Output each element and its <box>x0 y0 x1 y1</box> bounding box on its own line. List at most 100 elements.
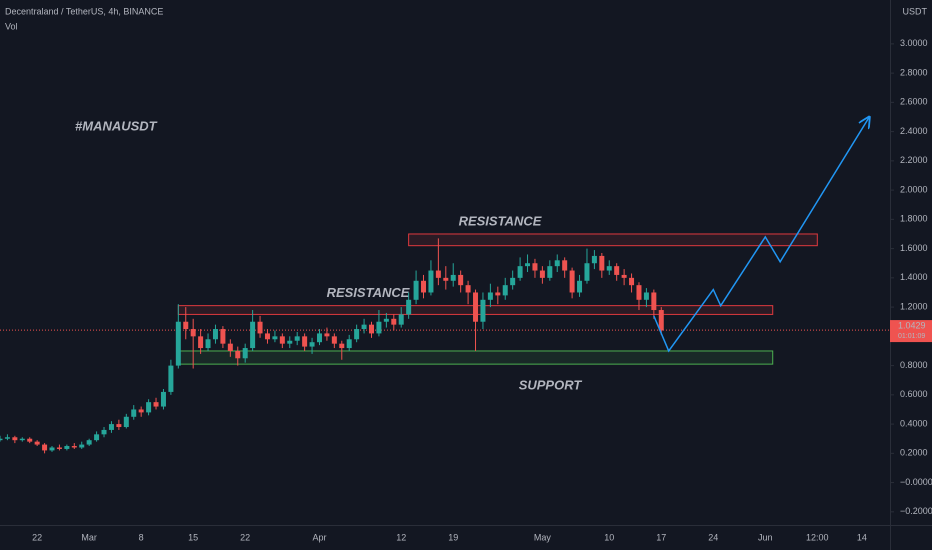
y-tick-label: −0.2000 <box>900 506 932 516</box>
x-tick-label: 17 <box>656 532 666 542</box>
x-tick-label: 8 <box>139 532 144 542</box>
candle-body <box>19 438 25 441</box>
candle-body <box>220 329 226 344</box>
zone <box>408 233 818 247</box>
candle-body <box>131 409 137 417</box>
candle-body <box>517 266 523 278</box>
candle-body <box>64 446 70 449</box>
y-tick-label: 0.2000 <box>900 448 928 458</box>
x-tick-label: Apr <box>312 532 326 542</box>
candle-body <box>398 314 404 325</box>
y-tick-label: 1.2000 <box>900 301 928 311</box>
candle-body <box>487 292 493 300</box>
candle-body <box>383 318 389 322</box>
candle-body <box>108 424 114 430</box>
candle-body <box>168 365 174 392</box>
x-tick-label: 10 <box>604 532 614 542</box>
candle-body <box>636 285 642 300</box>
y-tick-label: 2.4000 <box>900 126 928 136</box>
candle-body <box>621 274 627 278</box>
candle-body <box>421 280 427 293</box>
candle-body <box>502 285 508 296</box>
volume-label: Vol <box>5 21 18 31</box>
candle-body <box>79 444 85 448</box>
x-tick-label: 12:00 <box>806 532 829 542</box>
zone-label: RESISTANCE <box>327 285 410 300</box>
candle-body <box>465 285 471 293</box>
candle-body <box>27 438 33 442</box>
candle-body <box>205 339 211 349</box>
candle-body <box>606 266 612 271</box>
y-tick-label: 0.4000 <box>900 418 928 428</box>
candle-body <box>339 343 345 349</box>
y-tick-label: 2.2000 <box>900 155 928 165</box>
candle-body <box>235 350 241 359</box>
candle-body <box>562 260 568 271</box>
currency-label: USDT <box>903 6 928 16</box>
candle-body <box>309 342 315 347</box>
candle-body <box>71 446 77 448</box>
candle-body <box>532 263 538 271</box>
y-tick-label: 1.8000 <box>900 214 928 224</box>
candle-body <box>12 437 18 441</box>
chart-title: Decentraland / TetherUS, 4h, BINANCE <box>5 6 163 16</box>
candle-body <box>510 277 516 286</box>
y-tick-label: 0.8000 <box>900 360 928 370</box>
candle-body <box>287 340 293 344</box>
y-tick-label: 3.0000 <box>900 38 928 48</box>
candle-body <box>591 255 597 264</box>
candle-body <box>413 280 419 300</box>
y-tick-label: 0.6000 <box>900 389 928 399</box>
x-tick-label: May <box>534 532 552 542</box>
candle-body <box>183 321 189 330</box>
candle-body <box>473 292 479 322</box>
last-price-box <box>890 320 932 343</box>
candle-body <box>376 321 382 334</box>
x-tick-label: Mar <box>81 532 97 542</box>
candle-body <box>614 266 620 275</box>
candle-body <box>42 444 48 451</box>
x-tick-label: 14 <box>857 532 867 542</box>
candle-body <box>584 263 590 281</box>
countdown-label: 01:01:09 <box>898 333 925 340</box>
x-tick-label: 24 <box>708 532 718 542</box>
x-tick-label: 19 <box>448 532 458 542</box>
symbol-annotation: #MANAUSDT <box>75 118 158 133</box>
candle-body <box>539 270 545 278</box>
candle-body <box>316 333 322 343</box>
candle-body <box>577 280 583 293</box>
y-tick-label: −0.0000 <box>900 477 932 487</box>
candle-body <box>294 336 300 341</box>
candle-body <box>138 409 144 413</box>
candle-body <box>324 333 330 337</box>
candle-body <box>279 336 285 344</box>
candle-body <box>153 402 159 407</box>
candle-body <box>257 321 263 334</box>
zone-label: RESISTANCE <box>459 213 542 228</box>
candle-body <box>227 343 233 351</box>
candle-body <box>160 391 166 407</box>
candle-body <box>443 277 449 281</box>
x-tick-label: 12 <box>396 532 406 542</box>
zone-label: SUPPORT <box>519 378 583 393</box>
candle-body <box>212 329 218 340</box>
candle-body <box>190 329 196 337</box>
candle-body <box>346 339 352 349</box>
candle-body <box>435 270 441 278</box>
candle-body <box>658 310 664 331</box>
candle-body <box>101 429 107 435</box>
candle-body <box>264 333 270 340</box>
candle-body <box>525 263 531 267</box>
candle-body <box>198 336 204 349</box>
candle-body <box>554 260 560 267</box>
candle-body <box>391 318 397 325</box>
candle-body <box>242 348 248 359</box>
y-tick-label: 2.6000 <box>900 97 928 107</box>
candle-body <box>547 266 553 278</box>
candle-body <box>495 292 501 296</box>
candle-body <box>116 424 122 428</box>
candle-body <box>361 324 367 330</box>
projection-path <box>653 117 869 353</box>
candle-body <box>49 447 55 451</box>
